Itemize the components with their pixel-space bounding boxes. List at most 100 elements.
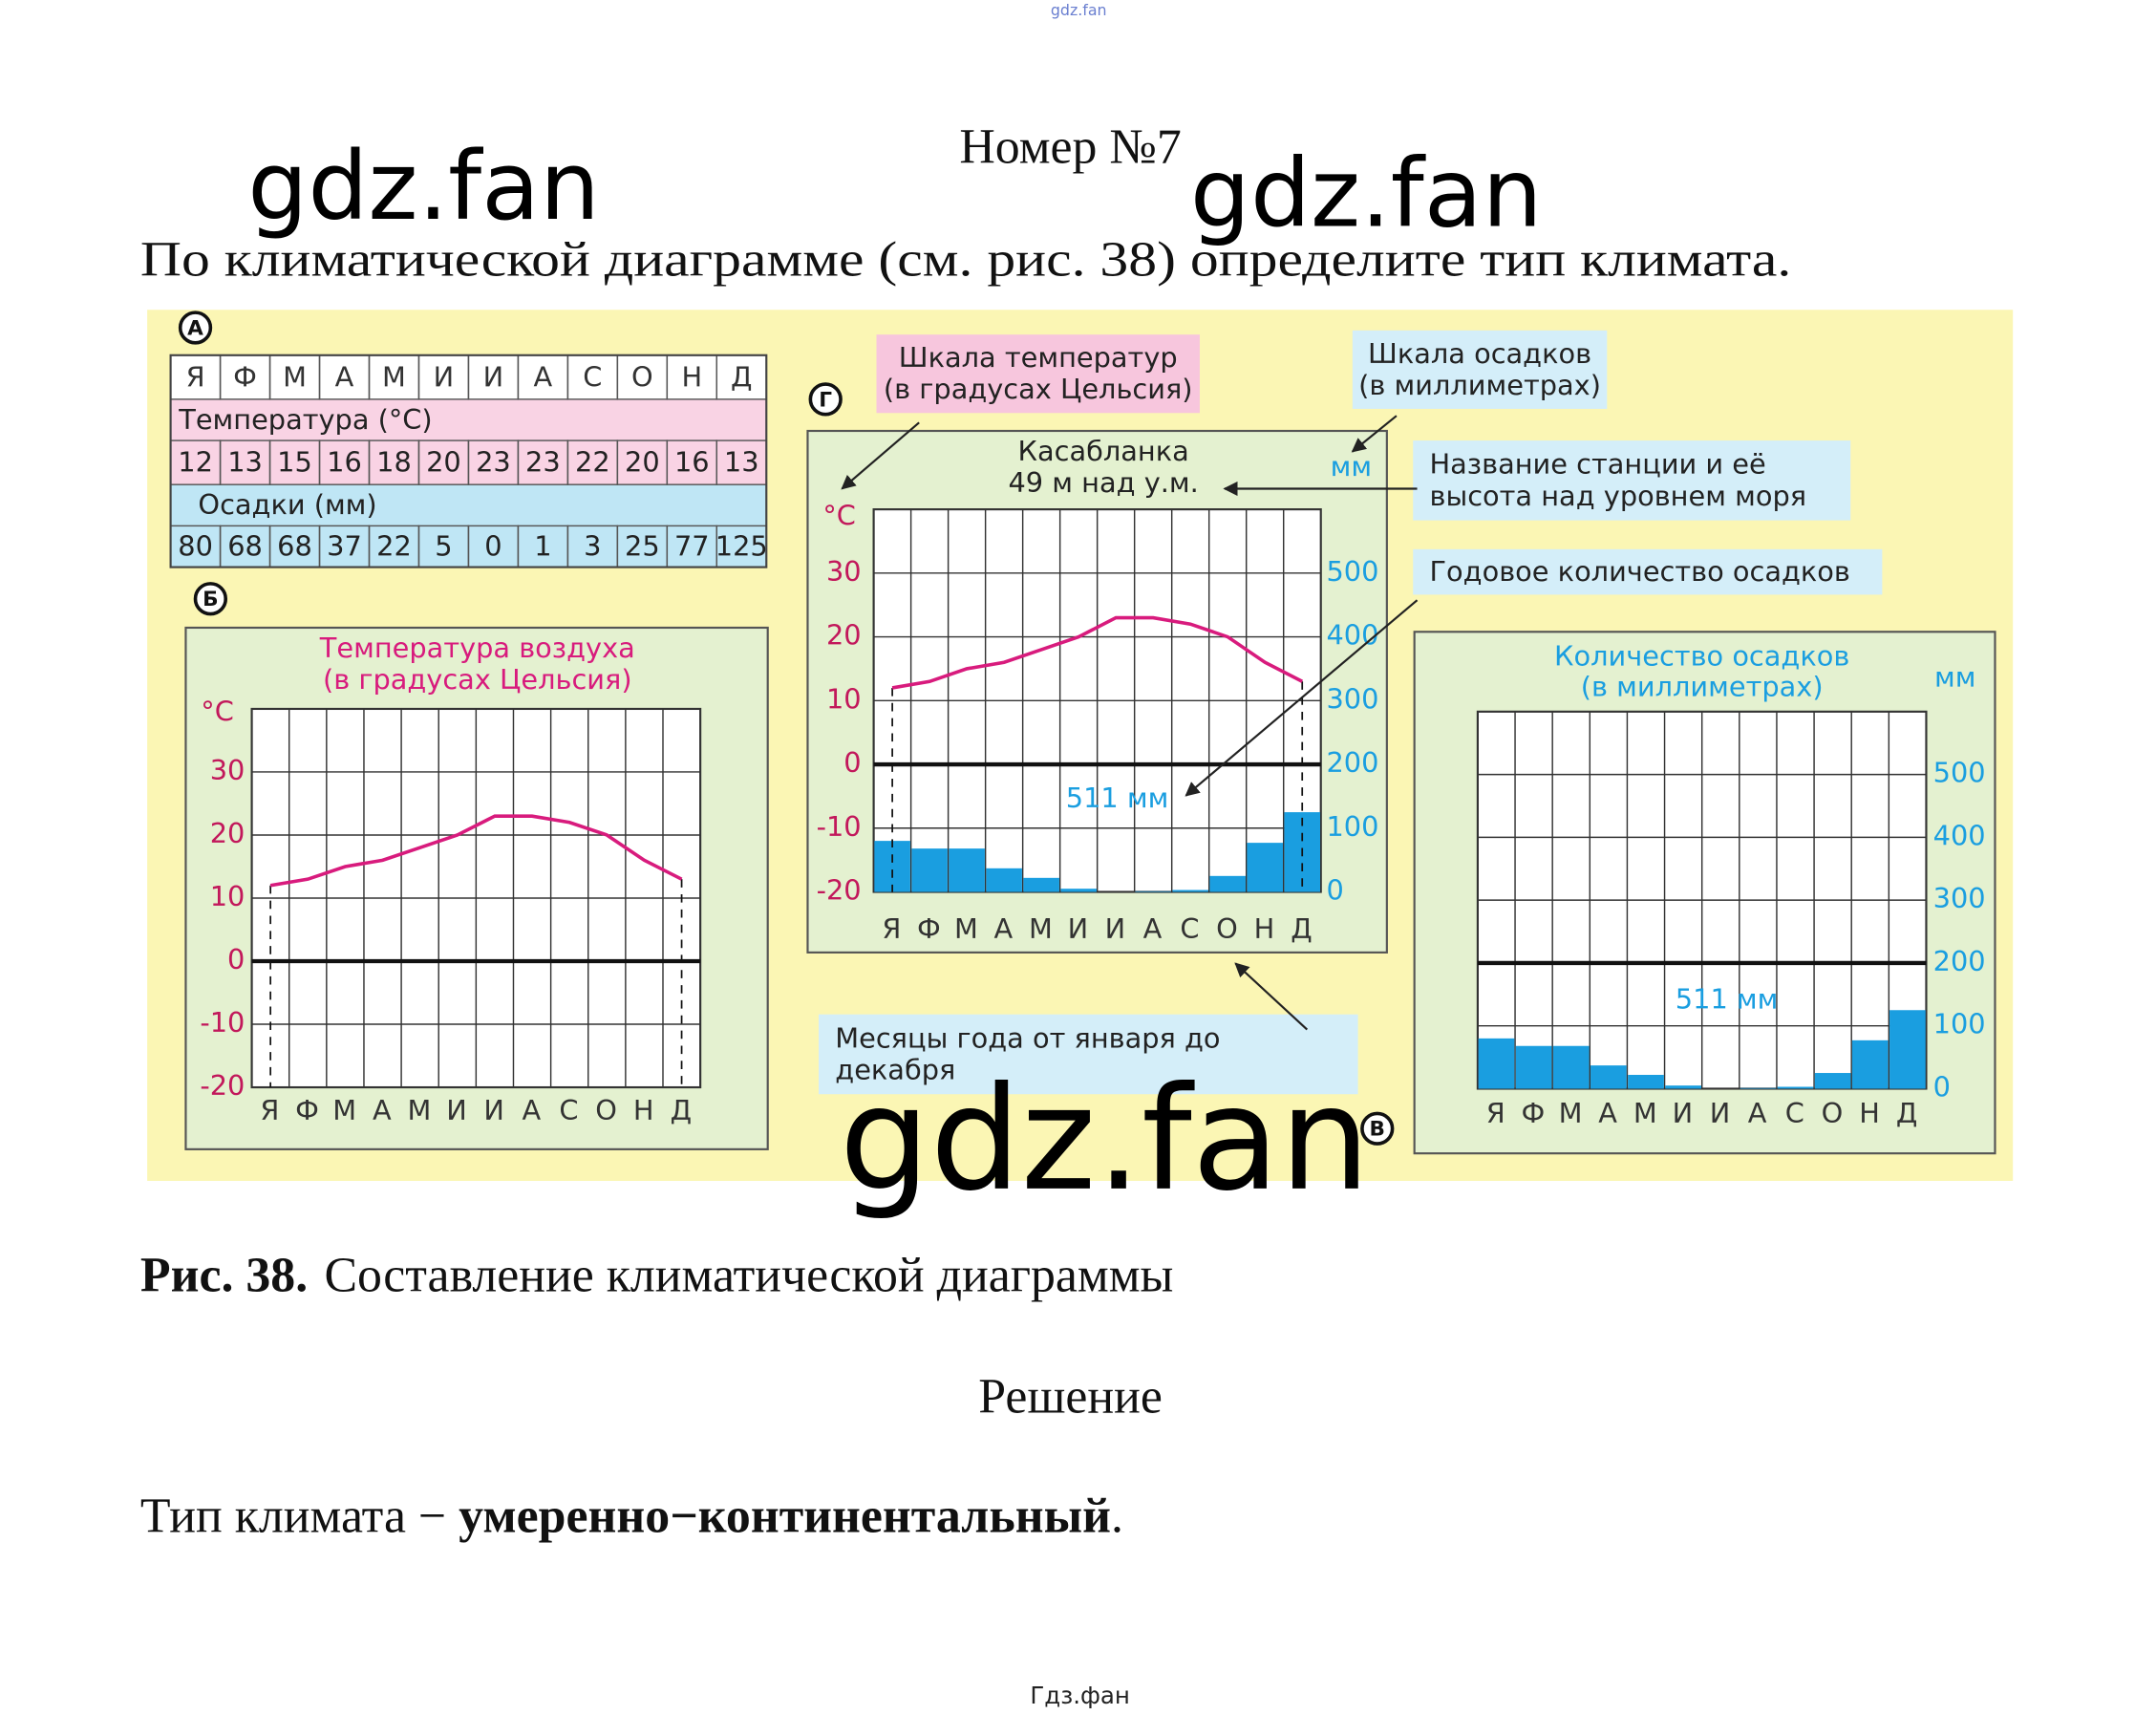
plot-border — [872, 508, 1322, 893]
panel-title: (в миллиметрах) — [1581, 670, 1824, 702]
table-value: И — [434, 360, 455, 393]
x-tick-label: О — [595, 1094, 618, 1126]
callout-text: высота над уровнем моря — [1430, 480, 1807, 512]
panel-title: (в градусах Цельсия) — [323, 663, 632, 696]
table-value: 80 — [178, 529, 213, 562]
x-tick-label: О — [1822, 1097, 1845, 1129]
bar — [874, 841, 910, 892]
solution-text: Тип климата − умеренно−континентальный. — [140, 1490, 1123, 1544]
callout-text: Шкала температур — [899, 341, 1178, 374]
panel-title: Количество осадков — [1554, 640, 1849, 673]
bar — [949, 848, 985, 892]
y2-tick-label: 100 — [1326, 810, 1378, 843]
x-tick-label: Н — [1859, 1097, 1881, 1129]
callout-text: Годовое количество осадков — [1430, 555, 1850, 588]
x-tick-label: И — [1105, 912, 1127, 945]
x-tick-label: Ф — [917, 912, 942, 945]
panel-title: 49 м над у.м. — [1008, 466, 1198, 499]
x-tick-label: М — [1559, 1097, 1584, 1129]
table-value: Н — [681, 360, 702, 393]
caption-text: Составление климатической диаграммы — [324, 1249, 1173, 1303]
bar — [1478, 1038, 1515, 1089]
y-tick-label: 10 — [210, 880, 245, 912]
x-tick-label: А — [1748, 1097, 1768, 1129]
y2-axis-unit: мм — [1934, 660, 1975, 693]
y2-tick-label: 500 — [1326, 555, 1378, 588]
x-tick-label: М — [1029, 912, 1054, 945]
bar — [1135, 890, 1171, 892]
table-value: 37 — [327, 529, 362, 562]
table-value: Я — [186, 360, 205, 393]
callout-arrow — [1185, 599, 1419, 797]
table-value: Ф — [233, 360, 257, 393]
table-value: 20 — [625, 446, 660, 479]
x-tick-label: И — [1673, 1097, 1695, 1129]
callout-text: декабря — [835, 1053, 955, 1085]
watermark: gdz.fan — [1190, 139, 1543, 248]
table-value: Д — [731, 360, 753, 393]
table-value: М — [283, 360, 307, 393]
panel-label: В — [1370, 1118, 1385, 1142]
x-tick-label: Я — [260, 1094, 280, 1126]
solution-title: Решение — [978, 1369, 1163, 1424]
bar — [1814, 1073, 1851, 1089]
table-value: 20 — [426, 446, 461, 479]
table-value: М — [382, 360, 406, 393]
callout-box — [1413, 440, 1851, 521]
table-value: 22 — [575, 446, 610, 479]
footer: Гдз.фан — [1030, 1682, 1130, 1709]
panel-title: Температура воздуха — [319, 632, 635, 664]
x-tick-label: М — [954, 912, 979, 945]
x-tick-label: С — [1785, 1097, 1806, 1129]
panel-badge — [1360, 1111, 1395, 1146]
y2-tick-label: 0 — [1326, 874, 1343, 907]
y-tick-label: -20 — [817, 874, 862, 907]
caption-number: Рис. 38. — [140, 1249, 308, 1303]
panel-label: Б — [203, 588, 218, 611]
callout-arrow — [1351, 415, 1398, 453]
x-tick-label: И — [446, 1094, 468, 1126]
x-tick-label: М — [1633, 1097, 1658, 1129]
y-axis-unit: °С — [822, 500, 856, 532]
callout-box — [876, 334, 1200, 414]
bar — [986, 868, 1022, 892]
callout-box — [818, 1014, 1358, 1095]
table-value: С — [583, 360, 602, 393]
y-axis-unit: °С — [201, 695, 234, 727]
bar — [1172, 890, 1208, 892]
y-tick-label: 0 — [227, 943, 245, 975]
bar — [1515, 1045, 1552, 1089]
table-value: 77 — [674, 529, 710, 562]
y2-tick-label: 300 — [1326, 682, 1378, 715]
table-value: 13 — [724, 446, 759, 479]
callout-text: Месяцы года от января до — [835, 1021, 1220, 1054]
callout-text: (в градусах Цельсия) — [884, 373, 1193, 405]
x-tick-label: А — [373, 1094, 393, 1126]
x-tick-label: Ф — [295, 1094, 320, 1126]
x-tick-label: Н — [1254, 912, 1276, 945]
x-tick-label: И — [1068, 912, 1090, 945]
answer-end: . — [1111, 1490, 1123, 1544]
y-tick-label: 0 — [843, 746, 861, 779]
table-value: О — [631, 360, 653, 393]
y-tick-label: 20 — [210, 817, 245, 849]
y-tick-label: 20 — [826, 619, 862, 652]
y2-tick-label: 0 — [1933, 1070, 1951, 1103]
x-tick-label: О — [1216, 912, 1239, 945]
x-tick-label: Ф — [1521, 1097, 1546, 1129]
y2-tick-label: 200 — [1326, 746, 1378, 779]
bar — [1247, 843, 1283, 892]
x-tick-label: Я — [1486, 1097, 1506, 1129]
x-tick-label: М — [408, 1094, 433, 1126]
y2-tick-label: 500 — [1933, 757, 1986, 789]
x-tick-label: И — [483, 1094, 505, 1126]
site-label: gdz.fan — [1051, 1, 1107, 19]
bar — [1777, 1086, 1814, 1089]
x-tick-label: А — [994, 912, 1014, 945]
y-tick-label: -20 — [200, 1069, 245, 1102]
x-tick-label: А — [1598, 1097, 1618, 1129]
table-row-label: Осадки (мм) — [198, 488, 376, 521]
table-value: 16 — [674, 446, 710, 479]
